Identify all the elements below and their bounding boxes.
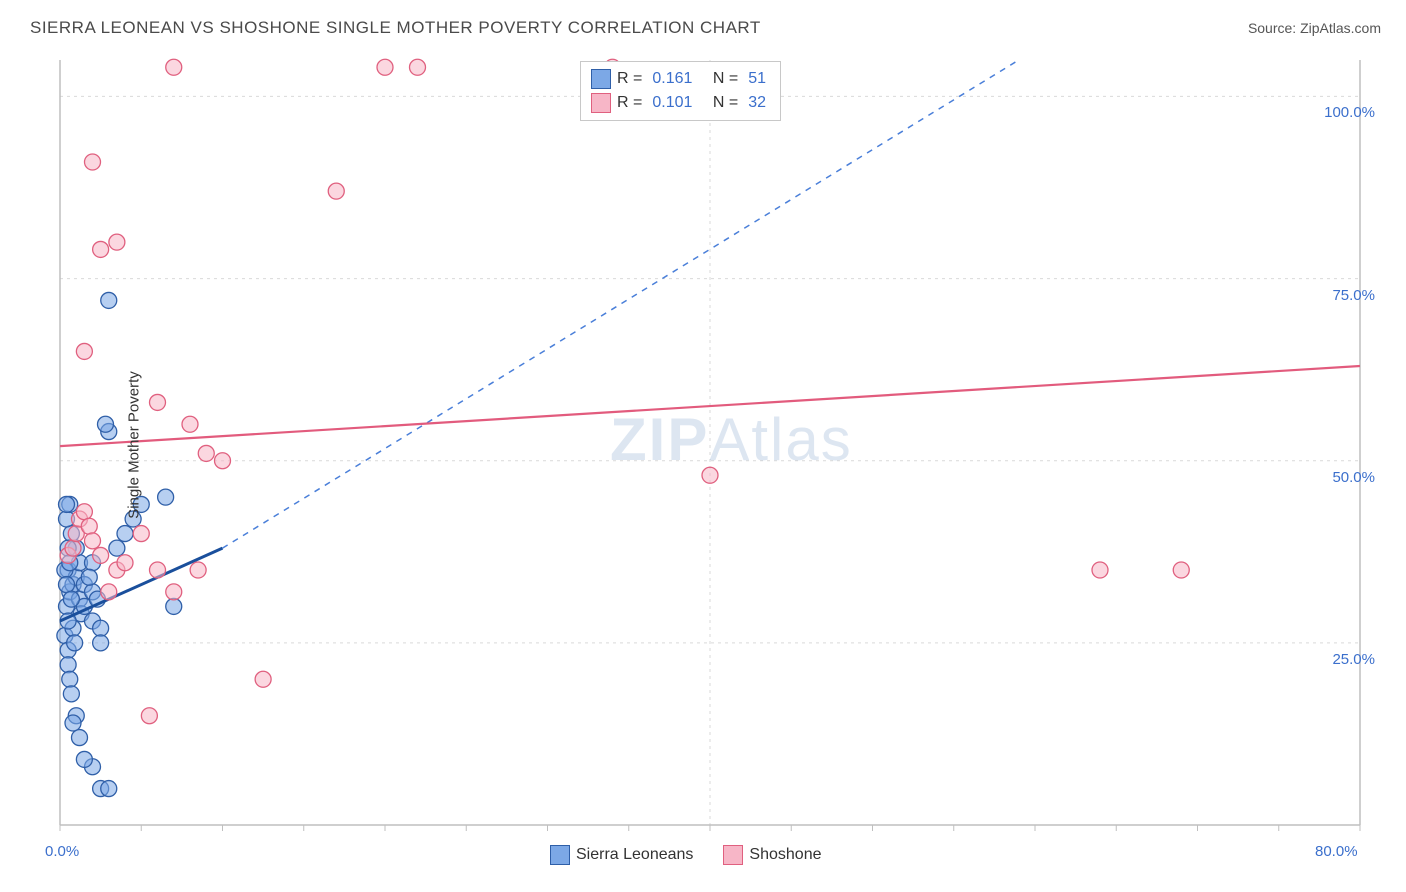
legend-series: Sierra Leoneans Shoshone	[550, 845, 821, 865]
r-label: R =	[617, 70, 642, 88]
y-tick-label: 25.0%	[1332, 651, 1375, 668]
legend-stat-row: R = 0.161 N = 51	[591, 67, 770, 91]
y-tick-label: 100.0%	[1324, 104, 1375, 121]
plot-svg	[50, 55, 1380, 835]
legend-series-item: Sierra Leoneans	[550, 845, 693, 865]
n-label: N =	[713, 70, 738, 88]
legend-swatch	[723, 845, 743, 865]
x-tick-label: 0.0%	[45, 843, 79, 860]
scatter-plot: Single Mother Poverty R = 0.161 N = 51 R…	[50, 55, 1380, 835]
legend-series-label: Sierra Leoneans	[576, 846, 693, 863]
legend-stat-row: R = 0.101 N = 32	[591, 91, 770, 115]
chart-title: SIERRA LEONEAN VS SHOSHONE SINGLE MOTHER…	[30, 18, 761, 38]
source-attribution: Source: ZipAtlas.com	[1248, 20, 1381, 36]
legend-swatch	[591, 69, 611, 89]
legend-swatch	[550, 845, 570, 865]
n-value: 32	[748, 94, 766, 112]
x-tick-label: 80.0%	[1315, 843, 1358, 860]
legend-series-item: Shoshone	[723, 845, 821, 865]
r-value: 0.101	[652, 94, 692, 112]
r-label: R =	[617, 94, 642, 112]
y-tick-label: 50.0%	[1332, 469, 1375, 486]
n-value: 51	[748, 70, 766, 88]
legend-series-label: Shoshone	[749, 846, 821, 863]
n-label: N =	[713, 94, 738, 112]
legend-stats: R = 0.161 N = 51 R = 0.101 N = 32	[580, 61, 781, 121]
source-name: ZipAtlas.com	[1300, 20, 1381, 36]
y-tick-label: 75.0%	[1332, 287, 1375, 304]
r-value: 0.161	[652, 70, 692, 88]
legend-swatch	[591, 93, 611, 113]
y-axis-label: Single Mother Poverty	[125, 371, 142, 519]
source-prefix: Source:	[1248, 20, 1300, 36]
